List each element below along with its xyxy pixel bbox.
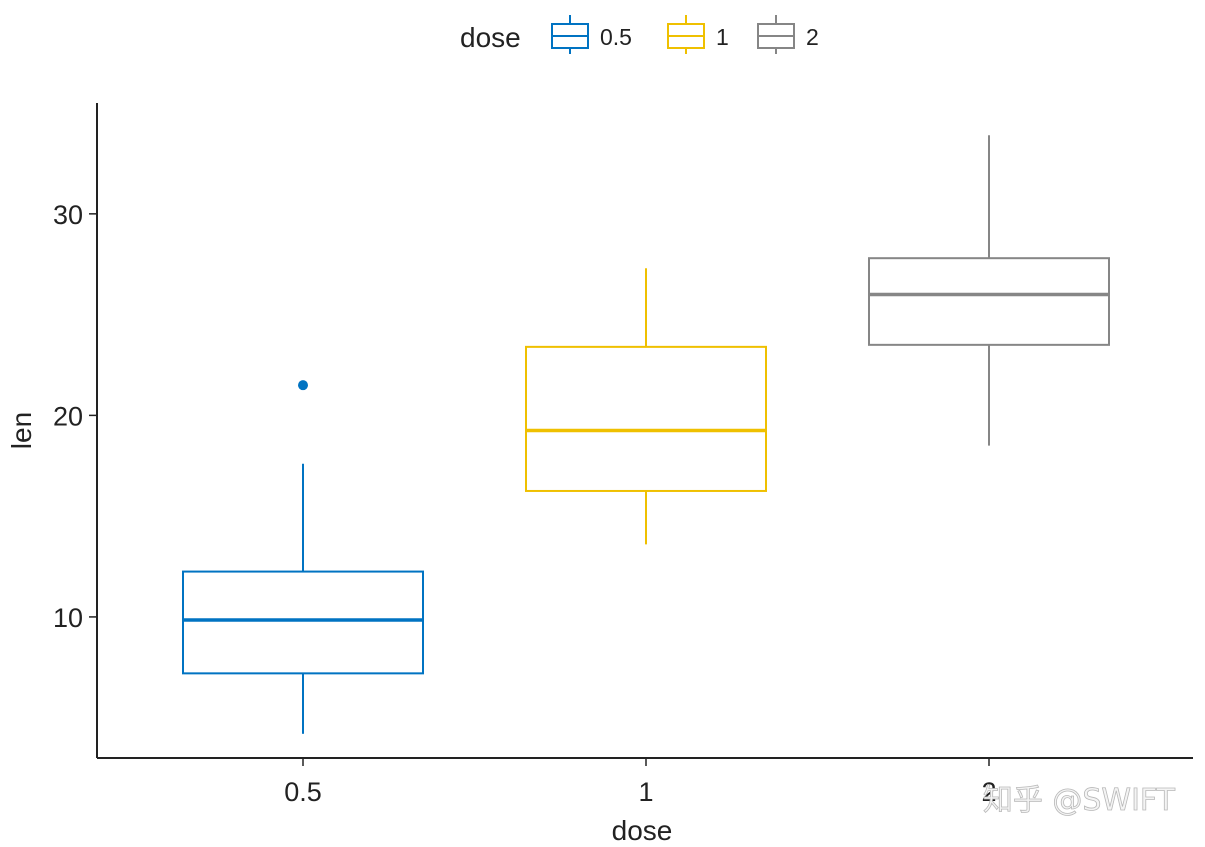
box-2 [868, 135, 1110, 446]
x-axis-title: dose [612, 815, 673, 846]
legend: dose 0.5 1 2 [460, 15, 819, 54]
x-tick-label: 0.5 [284, 777, 322, 807]
x-tick-label: 1 [638, 777, 653, 807]
y-axis-ticks: 10 20 30 [53, 200, 97, 633]
legend-key-1 [667, 15, 705, 54]
x-tick-label: 2 [981, 777, 996, 807]
legend-label: 0.5 [600, 24, 632, 50]
watermark-text: 知乎 @SWIFT [983, 783, 1176, 818]
box-1 [525, 268, 767, 545]
box-body [868, 257, 1110, 346]
y-tick-label: 10 [53, 603, 83, 633]
boxes [182, 135, 1110, 734]
legend-label: 2 [806, 24, 819, 50]
y-tick-label: 20 [53, 401, 83, 431]
legend-title: dose [460, 22, 521, 53]
legend-label: 1 [716, 24, 729, 50]
box-body [182, 570, 424, 675]
legend-key-0.5 [551, 15, 589, 54]
plot-area: 10 20 30 0.5 1 2 [53, 103, 1193, 807]
y-tick-label: 30 [53, 200, 83, 230]
legend-key-2 [757, 15, 795, 54]
box-body [525, 345, 767, 492]
y-axis-title: len [6, 412, 37, 449]
outlier-point [298, 380, 308, 391]
x-axis-ticks: 0.5 1 2 [284, 758, 997, 807]
box-0.5 [182, 380, 424, 734]
